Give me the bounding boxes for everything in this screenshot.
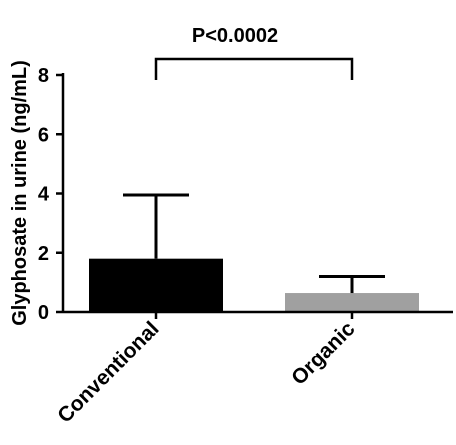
y-axis-title: Glyphosate in urine (ng/mL) (9, 60, 31, 326)
error-bars-layer (123, 193, 385, 294)
y-tick-label: 0 (38, 302, 49, 324)
y-tick-label: 6 (38, 124, 49, 146)
y-tick-label: 2 (38, 243, 49, 265)
y-tick-label: 4 (38, 184, 50, 206)
significance-label: P<0.0002 (192, 25, 278, 47)
bar-organic (285, 293, 419, 312)
significance-bracket (154, 57, 354, 80)
x-category-label-conventional: Conventional (53, 317, 163, 427)
y-tick-label: 8 (38, 65, 49, 87)
bars-layer (89, 258, 419, 312)
y-ticks-layer: 0 2 4 6 8 (38, 65, 63, 324)
bar-conventional (89, 258, 223, 312)
x-labels-layer: Conventional Organic (53, 312, 360, 428)
x-category-label-organic: Organic (287, 317, 360, 390)
